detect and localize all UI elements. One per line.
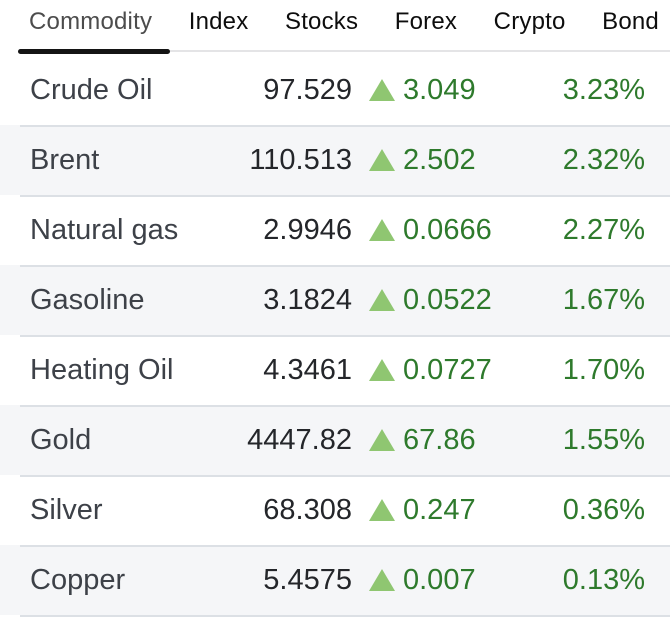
- up-triangle-icon: [369, 149, 395, 171]
- quote-row-natural-gas[interactable]: Natural gas 2.9946 0.0666 2.27%: [0, 195, 670, 265]
- instrument-price: 3.1824: [263, 283, 352, 316]
- change-value: 0.0522: [403, 283, 492, 316]
- instrument-name: Gasoline: [30, 283, 145, 316]
- quote-row-silver[interactable]: Silver 68.308 0.247 0.36%: [0, 475, 670, 545]
- instrument-price: 5.4575: [263, 563, 352, 596]
- instrument-change: 67.86: [352, 424, 542, 457]
- instrument-change: 2.502: [352, 144, 542, 177]
- instrument-name: Copper: [30, 563, 126, 596]
- instrument-percent: 2.27%: [562, 213, 645, 246]
- quote-row-copper[interactable]: Copper 5.4575 0.007 0.13%: [0, 545, 670, 615]
- tab-crypto[interactable]: Crypto: [493, 7, 566, 35]
- up-triangle-icon: [369, 429, 395, 451]
- quotes-list: Crude Oil 97.529 3.049 3.23% Brent 110.5…: [0, 55, 670, 618]
- change-value: 2.502: [403, 143, 476, 176]
- instrument-name: Silver: [30, 493, 103, 526]
- instrument-percent: 1.70%: [562, 353, 645, 386]
- quote-row-gold[interactable]: Gold 4447.82 67.86 1.55%: [0, 405, 670, 475]
- active-tab-underline: [18, 49, 170, 54]
- instrument-percent: 1.55%: [562, 423, 645, 456]
- instrument-percent: 2.32%: [562, 143, 645, 176]
- change-value: 0.007: [403, 563, 476, 596]
- instrument-name: Natural gas: [30, 213, 179, 246]
- up-triangle-icon: [369, 79, 395, 101]
- quote-row-heating-oil[interactable]: Heating Oil 4.3461 0.0727 1.70%: [0, 335, 670, 405]
- change-value: 67.86: [403, 423, 476, 456]
- quote-row-brent[interactable]: Brent 110.513 2.502 2.32%: [0, 125, 670, 195]
- tab-bar-divider: [19, 50, 670, 52]
- quote-row-gasoline[interactable]: Gasoline 3.1824 0.0522 1.67%: [0, 265, 670, 335]
- instrument-price: 2.9946: [263, 213, 352, 246]
- instrument-price: 110.513: [249, 143, 352, 176]
- instrument-change: 0.0522: [352, 284, 542, 317]
- change-value: 3.049: [403, 73, 476, 106]
- up-triangle-icon: [369, 289, 395, 311]
- instrument-percent: 3.23%: [562, 73, 645, 106]
- instrument-change: 0.007: [352, 564, 542, 597]
- instrument-change: 0.0666: [352, 214, 542, 247]
- instrument-percent: 0.13%: [562, 563, 645, 596]
- up-triangle-icon: [369, 359, 395, 381]
- change-value: 0.247: [403, 493, 476, 526]
- change-value: 0.0666: [403, 213, 492, 246]
- next-row-partial: [0, 615, 670, 618]
- instrument-percent: 0.36%: [562, 493, 645, 526]
- instrument-change: 3.049: [352, 74, 542, 107]
- instrument-price: 68.308: [263, 493, 352, 526]
- instrument-price: 4447.82: [247, 423, 352, 456]
- tab-bond[interactable]: Bond: [602, 7, 659, 35]
- up-triangle-icon: [369, 499, 395, 521]
- instrument-name: Gold: [30, 423, 92, 456]
- instrument-price: 4.3461: [263, 353, 352, 386]
- instrument-price: 97.529: [263, 73, 352, 106]
- up-triangle-icon: [369, 219, 395, 241]
- tab-index[interactable]: Index: [188, 7, 249, 35]
- quote-row-crude-oil[interactable]: Crude Oil 97.529 3.049 3.23%: [0, 55, 670, 125]
- instrument-change: 0.247: [352, 494, 542, 527]
- up-triangle-icon: [369, 569, 395, 591]
- category-tab-bar: Commodity Index Stocks Forex Crypto Bond: [0, 0, 670, 55]
- tab-forex[interactable]: Forex: [394, 7, 458, 35]
- tab-commodity[interactable]: Commodity: [29, 7, 153, 35]
- instrument-change: 0.0727: [352, 354, 542, 387]
- instrument-percent: 1.67%: [562, 283, 645, 316]
- tab-stocks[interactable]: Stocks: [284, 7, 359, 35]
- instrument-name: Crude Oil: [30, 73, 153, 106]
- instrument-name: Heating Oil: [30, 353, 174, 386]
- change-value: 0.0727: [403, 353, 492, 386]
- instrument-name: Brent: [30, 143, 100, 176]
